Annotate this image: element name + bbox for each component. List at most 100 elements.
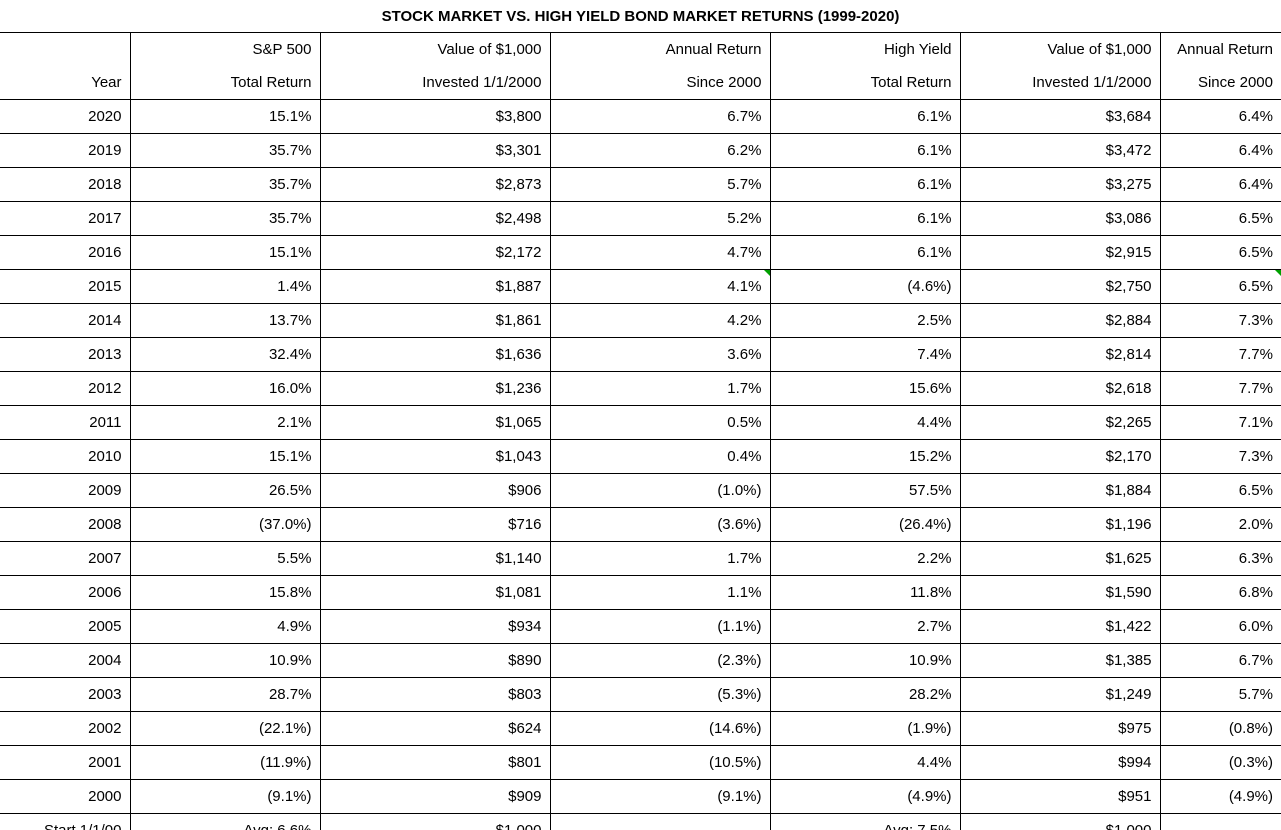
cell-hy: 57.5%: [770, 474, 960, 508]
cell-hy: 2.5%: [770, 304, 960, 338]
cell-hy: 11.8%: [770, 576, 960, 610]
table-row: 2002(22.1%)$624(14.6%)(1.9%)$975(0.8%): [0, 712, 1281, 746]
cell-y: 2013: [0, 338, 130, 372]
cell-sp: 26.5%: [130, 474, 320, 508]
cell-spr: (10.5%): [550, 746, 770, 780]
cell-hyr: 7.3%: [1160, 304, 1281, 338]
table-row: 201615.1%$2,1724.7%6.1%$2,9156.5%: [0, 236, 1281, 270]
cell-sp: (22.1%): [130, 712, 320, 746]
cell-sp: 13.7%: [130, 304, 320, 338]
cell-hy: 2.7%: [770, 610, 960, 644]
table-row: 200328.7%$803(5.3%)28.2%$1,2495.7%: [0, 678, 1281, 712]
cell-hyv: $951: [960, 780, 1160, 814]
cell-spv: $1,043: [320, 440, 550, 474]
cell-spv: $1,140: [320, 542, 550, 576]
cell-spr: (1.0%): [550, 474, 770, 508]
cell-spr: (1.1%): [550, 610, 770, 644]
table-row: 2000(9.1%)$909(9.1%)(4.9%)$951(4.9%): [0, 780, 1281, 814]
col-hy-h1: High Yield: [770, 33, 960, 67]
cell-hy: (1.9%): [770, 712, 960, 746]
table-row: 201735.7%$2,4985.2%6.1%$3,0866.5%: [0, 202, 1281, 236]
cell-hy: 7.4%: [770, 338, 960, 372]
col-hyv-h1: Value of $1,000: [960, 33, 1160, 67]
cell-hyv: $1,385: [960, 644, 1160, 678]
cell-hyr: 7.7%: [1160, 338, 1281, 372]
col-year-h1: [0, 33, 130, 67]
cell-sp: 15.8%: [130, 576, 320, 610]
cell-hyr: 6.5%: [1160, 270, 1281, 304]
table-row: 200926.5%$906(1.0%)57.5%$1,8846.5%: [0, 474, 1281, 508]
cell-spv: $2,873: [320, 168, 550, 202]
cell-hyr: 6.8%: [1160, 576, 1281, 610]
cell-spr: 4.2%: [550, 304, 770, 338]
cell-sp: 16.0%: [130, 372, 320, 406]
cell-hyr: 6.4%: [1160, 168, 1281, 202]
table-row: Start 1/1/00Avg: 6.6%$1,000Avg: 7.5%$1,0…: [0, 814, 1281, 830]
cell-spv: $1,081: [320, 576, 550, 610]
cell-hyr: (0.3%): [1160, 746, 1281, 780]
cell-spv: $934: [320, 610, 550, 644]
cell-hyr: 7.3%: [1160, 440, 1281, 474]
cell-y: 2016: [0, 236, 130, 270]
cell-hyv: $994: [960, 746, 1160, 780]
table-row: 200615.8%$1,0811.1%11.8%$1,5906.8%: [0, 576, 1281, 610]
cell-hyr: 6.4%: [1160, 100, 1281, 134]
cell-y: 2005: [0, 610, 130, 644]
cell-spv: $906: [320, 474, 550, 508]
cell-spr: 1.7%: [550, 542, 770, 576]
cell-hyv: $975: [960, 712, 1160, 746]
cell-hyr: 2.0%: [1160, 508, 1281, 542]
cell-sp: 1.4%: [130, 270, 320, 304]
cell-hy: 6.1%: [770, 168, 960, 202]
cell-hyr: 6.4%: [1160, 134, 1281, 168]
cell-spr: (14.6%): [550, 712, 770, 746]
cell-spv: $2,172: [320, 236, 550, 270]
cell-spv: $1,861: [320, 304, 550, 338]
cell-spr: 5.7%: [550, 168, 770, 202]
cell-sp: 15.1%: [130, 440, 320, 474]
cell-hyr: 6.5%: [1160, 202, 1281, 236]
cell-y: 2007: [0, 542, 130, 576]
cell-sp: 35.7%: [130, 168, 320, 202]
cell-spr: 6.7%: [550, 100, 770, 134]
cell-hyv: $2,265: [960, 406, 1160, 440]
cell-spr: (5.3%): [550, 678, 770, 712]
col-hy-h2: Total Return: [770, 66, 960, 100]
cell-hy: 4.4%: [770, 746, 960, 780]
cell-hyr: 6.3%: [1160, 542, 1281, 576]
cell-sp: 10.9%: [130, 644, 320, 678]
cell-hy: (4.9%): [770, 780, 960, 814]
cell-spv: $1,887: [320, 270, 550, 304]
cell-spv: $2,498: [320, 202, 550, 236]
cell-spv: $1,636: [320, 338, 550, 372]
cell-hyv: $3,684: [960, 100, 1160, 134]
cell-spv: $1,236: [320, 372, 550, 406]
cell-spr: 4.7%: [550, 236, 770, 270]
col-year-h2: Year: [0, 66, 130, 100]
cell-hyv: $1,625: [960, 542, 1160, 576]
cell-spv: $624: [320, 712, 550, 746]
table-row: 20075.5%$1,1401.7%2.2%$1,6256.3%: [0, 542, 1281, 576]
cell-hyv: $2,618: [960, 372, 1160, 406]
cell-spr: 1.7%: [550, 372, 770, 406]
cell-sp: (9.1%): [130, 780, 320, 814]
cell-spv: $801: [320, 746, 550, 780]
table-row: 200410.9%$890(2.3%)10.9%$1,3856.7%: [0, 644, 1281, 678]
cell-spv: $803: [320, 678, 550, 712]
cell-y: 2003: [0, 678, 130, 712]
cell-hyr: [1160, 814, 1281, 830]
cell-hyr: 6.5%: [1160, 236, 1281, 270]
cell-y: 2010: [0, 440, 130, 474]
cell-y: 2014: [0, 304, 130, 338]
cell-spr: 3.6%: [550, 338, 770, 372]
col-sp-h1: S&P 500: [130, 33, 320, 67]
cell-hyr: 5.7%: [1160, 678, 1281, 712]
cell-sp: 32.4%: [130, 338, 320, 372]
cell-hyr: 6.5%: [1160, 474, 1281, 508]
cell-hy: Avg: 7.5%: [770, 814, 960, 830]
cell-sp: 4.9%: [130, 610, 320, 644]
cell-spv: $3,800: [320, 100, 550, 134]
cell-y: 2011: [0, 406, 130, 440]
cell-y: 2009: [0, 474, 130, 508]
cell-hyv: $3,086: [960, 202, 1160, 236]
